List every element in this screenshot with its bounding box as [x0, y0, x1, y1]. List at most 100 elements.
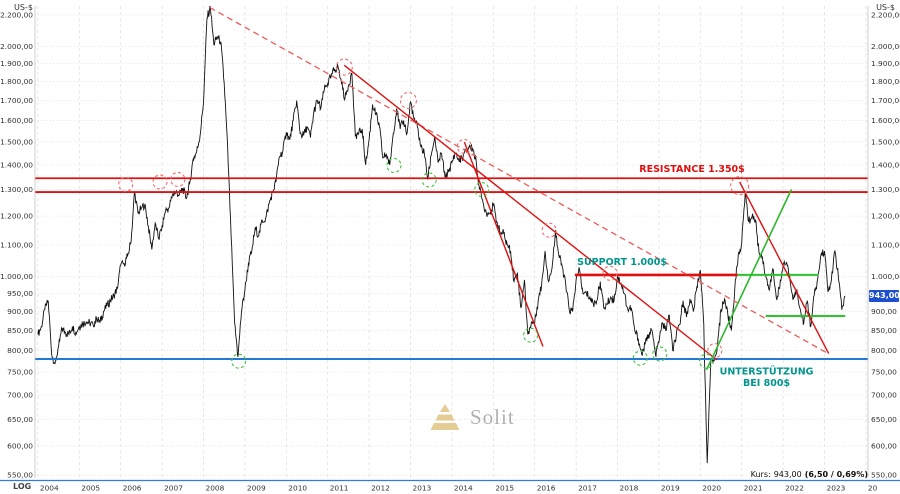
y-axis-label-right: 850,00	[871, 326, 897, 335]
y-axis-label-right: 1.000,00	[871, 272, 900, 281]
x-axis-label: 2014	[454, 484, 473, 493]
x-axis-label: 2018	[620, 484, 639, 493]
y-axis-label-left: 1.600,00	[0, 116, 33, 125]
y-axis-label-right: 550,00	[871, 470, 897, 479]
y-axis-label-right: 1.200,00	[871, 212, 900, 221]
y-axis-label-right: 1.600,00	[871, 116, 900, 125]
annotation-label: UNTERSTÜTZUNG	[720, 366, 814, 377]
resistance-touch-marker	[335, 58, 353, 76]
y-axis-label-left: 1.100,00	[0, 240, 33, 249]
x-axis-label: 2004	[40, 484, 59, 493]
resistance-touch-marker	[118, 176, 134, 192]
x-axis-label: 2015	[495, 484, 514, 493]
y-axis-label-right: 1.800,00	[871, 77, 900, 86]
y-axis-label-right: 1.500,00	[871, 138, 900, 147]
support-touch-marker	[523, 327, 539, 343]
y-axis-label-right: 2.200,00	[871, 10, 900, 19]
support-touch-marker	[698, 353, 715, 369]
resistance-touch-marker	[730, 176, 750, 196]
quote-change: (6,50 / 0,69%)	[804, 470, 868, 479]
x-axis-label: 2016	[537, 484, 556, 493]
price-line	[37, 5, 846, 464]
x-axis-label: 2019	[661, 484, 680, 493]
x-axis-label: 2013	[413, 484, 432, 493]
watermark-text: Solit	[470, 405, 515, 429]
current-price-tag: 943,00	[869, 290, 900, 302]
x-axis-label: 2023	[827, 484, 846, 493]
log-scale-label: LOG	[13, 482, 32, 491]
currency-label-left: US-$	[14, 3, 33, 12]
y-axis-label-right: 1.100,00	[871, 240, 900, 249]
y-axis-label-left: 1.000,00	[0, 272, 33, 281]
x-axis-label: 2011	[330, 484, 349, 493]
y-axis-label-right: 900,00	[871, 307, 897, 316]
x-axis-label: 2022	[785, 484, 804, 493]
currency-label-right: US-$	[876, 3, 895, 12]
downtrend-right	[739, 181, 830, 354]
watermark: Solit	[428, 404, 515, 431]
support-touch-marker	[421, 172, 437, 188]
y-axis-label-left: 1.400,00	[0, 160, 33, 169]
resistance-touch-marker	[152, 174, 168, 190]
annotation-label: BEI 800$	[743, 378, 790, 389]
y-axis-label-right: 1.400,00	[871, 160, 900, 169]
y-axis-label-left: 1.300,00	[0, 185, 33, 194]
y-axis-label-left: 650,00	[7, 415, 33, 424]
y-axis-label-left: 600,00	[7, 442, 33, 451]
y-axis-label-left: 900,00	[7, 307, 33, 316]
resistance-touch-marker	[707, 343, 723, 359]
y-axis-label-left: 2.200,00	[0, 10, 33, 19]
y-axis-label-right: 700,00	[871, 390, 897, 399]
y-axis-label-right: 1.900,00	[871, 59, 900, 68]
y-axis-label-right: 750,00	[871, 368, 897, 377]
y-axis-label-left: 1.200,00	[0, 212, 33, 221]
uptrend-green	[705, 189, 793, 371]
downtrend-steep	[463, 141, 544, 347]
x-axis-label: 2007	[164, 484, 183, 493]
y-axis-label-left: 1.700,00	[0, 96, 33, 105]
quote-prefix: Kurs:	[750, 470, 771, 479]
y-axis-label-left: 950,00	[7, 289, 33, 298]
y-axis-label-left: 800,00	[7, 346, 33, 355]
axis-labels: 2.200,00 2.200,00 2.000,00 2.000,00 1.900,00…	[0, 10, 900, 492]
support-touch-marker	[474, 181, 490, 198]
x-axis-label: 2005	[81, 484, 100, 493]
y-axis-label-right: 1.700,00	[871, 96, 900, 105]
x-axis-label: 2017	[578, 484, 597, 493]
downtrend-main	[343, 64, 718, 361]
resistance-touch-marker	[602, 265, 618, 281]
y-axis-label-right: 1.300,00	[871, 185, 900, 194]
resistance-touch-marker	[541, 222, 557, 238]
annotation-label: SUPPORT 1.000$	[577, 257, 667, 268]
x-axis-label: 2020	[702, 484, 721, 493]
x-axis-label: 2021	[744, 484, 763, 493]
x-axis-label: 20	[868, 484, 878, 493]
quote-value: 943,00	[773, 470, 802, 479]
support-touch-marker	[632, 350, 648, 366]
x-axis-label: 2008	[206, 484, 225, 493]
y-axis-label-right: 650,00	[871, 415, 897, 424]
resistance-touch-marker	[170, 171, 186, 188]
y-axis-label-left: 1.900,00	[0, 59, 33, 68]
x-axis-label: 2010	[288, 484, 307, 493]
y-axis-label-right: 600,00	[871, 442, 897, 451]
downtrend-dashed	[209, 6, 827, 354]
y-axis-label-left: 750,00	[7, 368, 33, 377]
support-touch-marker	[386, 157, 402, 173]
x-axis-label: 2009	[247, 484, 266, 493]
resistance-touch-marker	[456, 138, 472, 155]
resistance-touch-marker	[399, 91, 417, 110]
x-axis-label: 2006	[123, 484, 142, 493]
quote-line: Kurs: 943,00 (6,50 / 0,69%)	[751, 470, 868, 479]
support-touch-marker	[652, 346, 668, 362]
y-axis-label-left: 1.500,00	[0, 138, 33, 147]
annotation-label: RESISTANCE 1.350$	[639, 164, 745, 175]
x-axis-label: 2012	[371, 484, 390, 493]
y-axis-label-left: 1.800,00	[0, 77, 33, 86]
y-axis-label-left: 550,00	[7, 470, 33, 479]
support-touch-marker	[231, 353, 247, 369]
y-axis-label-left: 700,00	[7, 390, 33, 399]
y-axis-label-right: 800,00	[871, 346, 897, 355]
